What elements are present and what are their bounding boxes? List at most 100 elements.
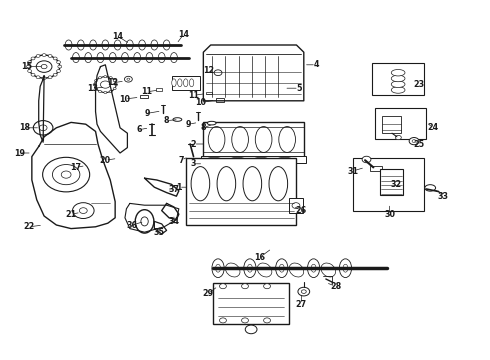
Bar <box>289 198 303 213</box>
Ellipse shape <box>36 54 40 57</box>
Text: 36: 36 <box>127 220 138 230</box>
Text: 10: 10 <box>120 95 130 104</box>
Ellipse shape <box>115 84 118 86</box>
Ellipse shape <box>391 69 405 76</box>
Text: 30: 30 <box>384 210 395 219</box>
Ellipse shape <box>163 40 170 50</box>
Circle shape <box>28 55 60 78</box>
Ellipse shape <box>102 40 109 50</box>
Text: 8: 8 <box>164 116 170 125</box>
Ellipse shape <box>146 53 153 63</box>
Circle shape <box>79 208 87 213</box>
Ellipse shape <box>36 76 40 79</box>
Text: 20: 20 <box>100 156 111 165</box>
Circle shape <box>36 61 52 72</box>
Ellipse shape <box>177 79 182 87</box>
Circle shape <box>124 76 132 82</box>
Ellipse shape <box>95 87 98 90</box>
Circle shape <box>220 284 226 289</box>
Ellipse shape <box>53 57 57 60</box>
Ellipse shape <box>269 167 288 201</box>
Ellipse shape <box>216 264 220 272</box>
Ellipse shape <box>279 264 284 272</box>
Circle shape <box>409 138 419 145</box>
Ellipse shape <box>73 53 79 63</box>
Text: 11: 11 <box>142 87 152 96</box>
Ellipse shape <box>98 77 101 79</box>
Ellipse shape <box>183 79 188 87</box>
Text: 16: 16 <box>254 253 265 262</box>
Ellipse shape <box>277 157 292 162</box>
Ellipse shape <box>98 90 101 93</box>
Text: 6: 6 <box>137 125 143 134</box>
Text: 10: 10 <box>196 98 206 107</box>
Text: 12: 12 <box>107 78 118 87</box>
Circle shape <box>245 325 257 334</box>
Ellipse shape <box>254 157 269 162</box>
Text: 7: 7 <box>178 156 184 165</box>
Text: 27: 27 <box>296 300 307 309</box>
Ellipse shape <box>48 76 52 79</box>
Ellipse shape <box>27 61 31 64</box>
Text: 22: 22 <box>24 222 35 231</box>
Ellipse shape <box>85 53 92 63</box>
Text: 26: 26 <box>296 206 307 215</box>
Ellipse shape <box>104 91 107 94</box>
Text: 33: 33 <box>438 192 449 201</box>
Ellipse shape <box>243 167 262 201</box>
Bar <box>140 95 148 98</box>
Circle shape <box>127 78 130 80</box>
Ellipse shape <box>42 54 46 57</box>
Ellipse shape <box>207 157 221 162</box>
Circle shape <box>61 171 71 178</box>
Ellipse shape <box>90 40 97 50</box>
Ellipse shape <box>158 53 165 63</box>
Ellipse shape <box>173 118 182 121</box>
Circle shape <box>362 156 371 163</box>
Ellipse shape <box>247 264 252 272</box>
Ellipse shape <box>151 40 158 50</box>
Text: 14: 14 <box>178 30 189 39</box>
Ellipse shape <box>217 167 236 201</box>
Ellipse shape <box>225 263 240 277</box>
Bar <box>201 156 306 163</box>
Text: 9: 9 <box>186 120 192 129</box>
Ellipse shape <box>134 53 141 63</box>
Bar <box>203 122 304 157</box>
Circle shape <box>33 121 53 135</box>
Ellipse shape <box>208 127 225 153</box>
Text: 1: 1 <box>176 183 182 192</box>
Circle shape <box>73 203 94 219</box>
Ellipse shape <box>109 53 116 63</box>
Ellipse shape <box>340 259 352 278</box>
Ellipse shape <box>289 263 304 277</box>
Ellipse shape <box>26 65 30 68</box>
Bar <box>382 116 401 133</box>
Text: 9: 9 <box>144 109 150 118</box>
Circle shape <box>242 318 248 323</box>
Text: 3: 3 <box>191 159 196 168</box>
Ellipse shape <box>279 127 295 153</box>
Text: 17: 17 <box>71 163 81 172</box>
Ellipse shape <box>391 75 405 82</box>
Ellipse shape <box>425 185 436 191</box>
Ellipse shape <box>126 40 133 50</box>
Text: 11: 11 <box>188 91 199 100</box>
Ellipse shape <box>97 53 104 63</box>
Bar <box>206 92 212 94</box>
Ellipse shape <box>65 40 72 50</box>
Ellipse shape <box>122 53 128 63</box>
Text: 32: 32 <box>391 180 401 189</box>
Ellipse shape <box>321 263 336 277</box>
Text: 35: 35 <box>154 228 165 237</box>
Ellipse shape <box>275 259 288 278</box>
Ellipse shape <box>343 264 348 272</box>
Ellipse shape <box>244 259 256 278</box>
Ellipse shape <box>114 40 121 50</box>
Ellipse shape <box>191 167 210 201</box>
Circle shape <box>292 203 300 208</box>
Text: 37: 37 <box>169 185 179 194</box>
Bar <box>216 98 224 102</box>
Ellipse shape <box>391 81 405 87</box>
Text: 2: 2 <box>191 140 196 149</box>
